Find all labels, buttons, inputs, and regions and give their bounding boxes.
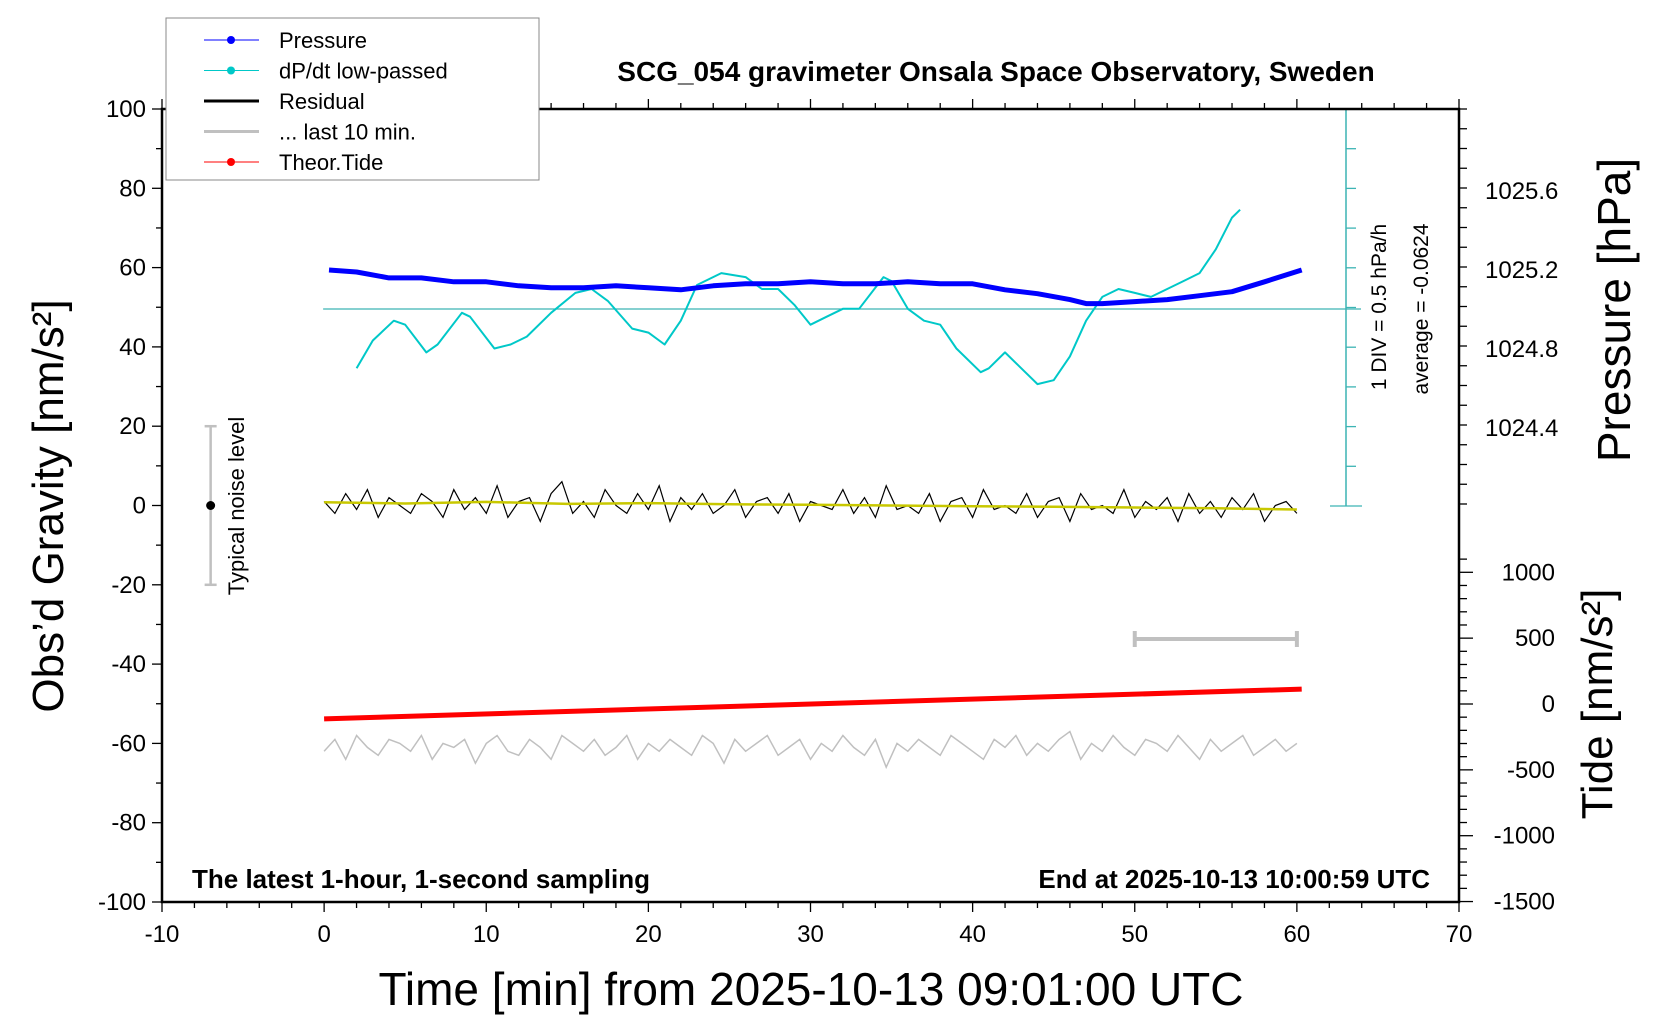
x-tick-label: 30 — [797, 921, 824, 948]
tide-tick-label: 0 — [1542, 691, 1555, 718]
y-tick-labels: 100 80 60 40 20 0 -20 -40 -60 -80 -100 — [98, 96, 146, 916]
y-tick-label: -80 — [111, 810, 146, 837]
residual-line — [323, 480, 1298, 524]
last-10-min-line — [323, 730, 1298, 770]
legend-label: Theor.Tide — [279, 150, 383, 175]
y-tick-label: -20 — [111, 572, 146, 599]
tide-axis-label: Tide [nm/s²] — [1573, 589, 1622, 820]
tide-tick-label: -500 — [1507, 757, 1555, 784]
pressure-tick-label: 1025.6 — [1485, 178, 1558, 205]
legend-label: ... last 10 min. — [279, 120, 416, 145]
y-tick-label: 40 — [119, 334, 146, 361]
x-axis-label: Time [min] from 2025-10-13 09:01:00 UTC — [379, 963, 1244, 1015]
y-tick-label: 100 — [106, 96, 146, 123]
series-layer — [204, 108, 1362, 770]
y-axis-label: Obs’d Gravity [nm/s²] — [24, 299, 73, 712]
legend-marker — [227, 158, 235, 166]
y-tick-label: -100 — [98, 889, 146, 916]
legend: Pressure dP/dt low-passed Residual ... last… — [165, 17, 540, 181]
pressure-tick-label: 1024.8 — [1485, 336, 1558, 363]
y-tick-label: 80 — [119, 175, 146, 202]
x-tick-label: 20 — [635, 921, 662, 948]
x-tick-label: 60 — [1284, 921, 1311, 948]
pressure-tick-label: 1025.2 — [1485, 257, 1558, 284]
pressure-axis-label: Pressure [hPa] — [1588, 158, 1640, 462]
x-tick-label: 50 — [1121, 921, 1148, 948]
end-time-annotation: End at 2025-10-13 10:00:59 UTC — [1038, 864, 1430, 894]
x-tick-label: 0 — [317, 921, 330, 948]
tide-tick-label: 1000 — [1502, 559, 1555, 586]
y-tick-label: 0 — [133, 493, 146, 520]
legend-marker — [227, 36, 235, 44]
y-tick-label: -60 — [111, 730, 146, 757]
x-tick-label: -10 — [145, 921, 180, 948]
x-tick-label: 70 — [1446, 921, 1473, 948]
theor-tide-line — [324, 686, 1302, 722]
tide-tick-label: -1500 — [1494, 889, 1555, 916]
y-tick-label: 60 — [119, 255, 146, 282]
tide-tick-labels: 1000 500 0 -500 -1000 -1500 — [1494, 559, 1555, 915]
legend-label: dP/dt low-passed — [279, 59, 448, 84]
x-tick-labels: -10 0 10 20 30 40 50 60 70 — [145, 921, 1473, 948]
x-tick-label: 10 — [473, 921, 500, 948]
legend-label: Pressure — [279, 28, 367, 53]
residual-smoothed-line — [324, 500, 1297, 511]
y-tick-label: 20 — [119, 413, 146, 440]
pressure-line — [328, 267, 1303, 307]
sampling-annotation: The latest 1-hour, 1-second sampling — [192, 864, 650, 894]
chart-title: SCG_054 gravimeter Onsala Space Observat… — [617, 56, 1374, 87]
div-annotation: 1 DIV = 0.5 hPa/h — [1368, 224, 1391, 390]
pressure-tick-labels: 1025.6 1025.2 1024.8 1024.4 — [1485, 178, 1558, 442]
noise-level-point — [206, 501, 216, 510]
plot-frame — [160, 107, 1461, 904]
noise-level-label: Typical noise level — [224, 417, 249, 596]
legend-marker — [227, 66, 235, 75]
tide-tick-label: 500 — [1515, 625, 1555, 652]
x-tick-label: 40 — [959, 921, 986, 948]
y-tick-label: -40 — [111, 651, 146, 678]
average-annotation: average = -0.0624 — [1410, 223, 1433, 394]
legend-label: Residual — [279, 89, 365, 114]
pressure-tick-label: 1024.4 — [1485, 415, 1558, 442]
tide-tick-label: -1000 — [1494, 823, 1555, 850]
dpdt-line — [355, 208, 1241, 386]
